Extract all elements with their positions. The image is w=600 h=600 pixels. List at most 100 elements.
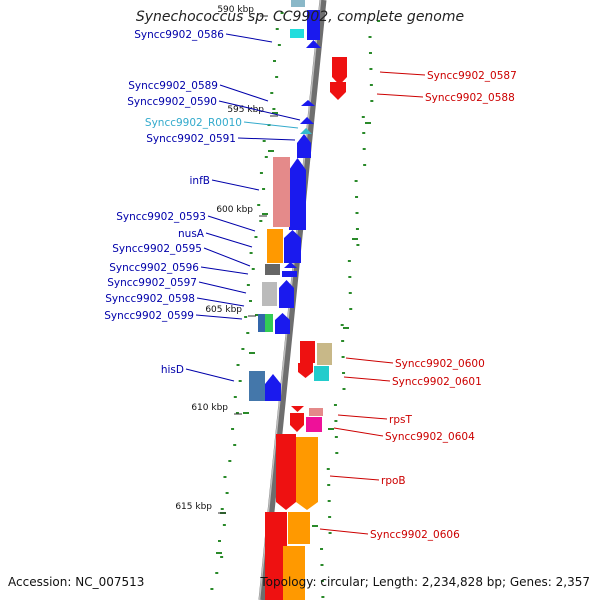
gene-0601-cds <box>298 363 313 378</box>
gene-label-left: Syncc9902_0586 <box>134 29 224 41</box>
gene-label-left: infB <box>190 175 210 187</box>
gc-dot <box>327 484 331 486</box>
gene-0595-cds <box>284 262 297 268</box>
gene-label-right: Syncc9902_0600 <box>395 358 485 370</box>
gc-tick <box>352 238 358 240</box>
gene-label-right: Syncc9902_0601 <box>392 376 482 388</box>
leader-line <box>211 179 260 191</box>
ruler-label: 590 kbp <box>217 5 254 15</box>
gc-dot <box>231 428 235 430</box>
gc-tick <box>312 525 318 527</box>
gene-rpsT-cds <box>291 406 304 412</box>
gc-dot <box>246 332 250 334</box>
gc-dot <box>277 44 281 46</box>
gc-tick <box>249 352 255 354</box>
gene-label-left: Syncc9902_0597 <box>107 277 197 289</box>
gc-dot <box>262 140 266 142</box>
leader-line <box>203 247 251 267</box>
gene-0600-cds <box>300 341 315 363</box>
gc-dot <box>228 460 232 462</box>
leader-line <box>195 314 243 320</box>
gene-0588-cds <box>330 82 346 100</box>
leader-line <box>207 215 256 232</box>
gc-dot <box>251 268 255 270</box>
gc-dot <box>363 164 367 166</box>
gene-label-right: Syncc9902_0604 <box>385 431 475 443</box>
gc-dot <box>220 508 224 510</box>
gc-dot <box>244 316 248 318</box>
gc-dot <box>249 252 253 254</box>
right-gene-labels: Syncc9902_0587 Syncc9902_0588 Syncc9902_06… <box>370 70 517 541</box>
gene-0597-cds <box>279 288 294 308</box>
gene-label-left: Syncc9902_0598 <box>105 293 195 305</box>
gc-dot <box>321 596 325 598</box>
gene-label-left: Syncc9902_0596 <box>109 262 199 274</box>
gc-tick <box>243 412 249 414</box>
gc-dot <box>370 100 374 102</box>
leader-line <box>205 232 253 248</box>
genome-title: Synechococcus sp. CC9902, complete genom… <box>135 9 465 25</box>
gc-dot <box>262 188 266 190</box>
reverse-strand-genes <box>265 57 347 600</box>
gc-dot <box>349 308 353 310</box>
gc-dot <box>333 404 337 406</box>
leader-line <box>343 376 391 382</box>
leader-line <box>379 71 426 76</box>
leader-line <box>218 100 301 121</box>
leader-line <box>333 427 384 437</box>
gene-label-left: Syncc9902_0595 <box>112 243 202 255</box>
gc-dot <box>354 180 358 182</box>
gene-0604-cds <box>290 413 304 432</box>
gc-dot <box>341 356 345 358</box>
gc-dot <box>246 284 250 286</box>
gc-dot <box>327 500 331 502</box>
gc-dot <box>275 28 279 30</box>
gene-label-right: Syncc9902_0587 <box>427 70 517 82</box>
gc-dot <box>348 292 352 294</box>
gc-tick <box>216 552 222 554</box>
gene-infB-cds <box>289 170 306 230</box>
gc-dot <box>254 236 258 238</box>
leader-line <box>196 297 245 307</box>
gc-dot <box>264 156 268 158</box>
gc-dot <box>355 212 359 214</box>
gene-label-left: Syncc9902_0599 <box>104 310 194 322</box>
ruler-label: 595 kbp <box>227 105 264 115</box>
gc-dot <box>210 588 214 590</box>
gene-0591-cds <box>297 143 311 158</box>
gc-dot <box>368 52 372 54</box>
gc-dot <box>225 492 229 494</box>
right-leader-lines <box>319 71 426 535</box>
gc-dot <box>273 60 276 62</box>
leader-line <box>219 84 269 102</box>
gc-dot <box>335 452 339 454</box>
gc-dot <box>326 468 330 470</box>
gc-dot <box>272 108 276 110</box>
gc-dot <box>320 548 324 550</box>
gene-hisD-cds <box>265 384 281 401</box>
ruler-label: 600 kbp <box>216 205 253 215</box>
rna-R0010 <box>300 128 312 134</box>
gc-dot <box>362 148 366 150</box>
accession-text: Accession: NC_007513 <box>8 575 145 589</box>
ruler-label: 605 kbp <box>205 305 242 315</box>
gene-label-right: rpsT <box>389 414 412 426</box>
gc-tick <box>365 122 371 124</box>
leader-line <box>376 93 424 98</box>
gc-dot <box>222 524 226 526</box>
left-leader-lines <box>185 33 301 382</box>
gc-tick <box>262 213 268 215</box>
gc-dot <box>340 324 344 326</box>
gene-label-right: Syncc9902_0606 <box>370 529 460 541</box>
gc-dot <box>369 84 373 86</box>
leader-line <box>198 281 247 294</box>
gene-rpoB-cds <box>276 434 296 502</box>
gc-dot <box>215 572 219 574</box>
gene-label-left: hisD <box>161 364 184 376</box>
leader-line <box>237 137 296 141</box>
ruler-label: 615 kbp <box>175 502 212 512</box>
gene-0587-cds <box>332 57 347 77</box>
gc-dot <box>238 380 242 382</box>
gc-dot <box>259 172 263 174</box>
gc-content-dots <box>210 12 381 598</box>
